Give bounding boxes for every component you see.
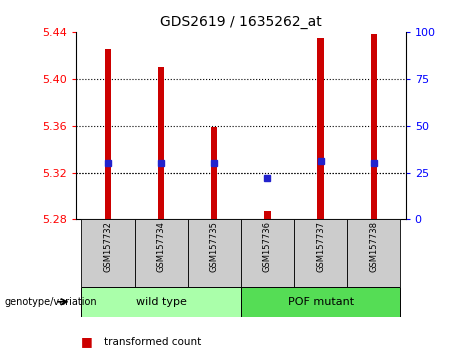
Bar xyxy=(158,67,164,219)
Bar xyxy=(135,219,188,287)
Bar xyxy=(371,34,377,219)
Bar xyxy=(241,287,400,317)
Text: GSM157738: GSM157738 xyxy=(369,222,378,273)
Text: wild type: wild type xyxy=(136,297,187,307)
Text: ■: ■ xyxy=(81,335,92,348)
Text: GSM157734: GSM157734 xyxy=(157,222,165,272)
Text: genotype/variation: genotype/variation xyxy=(5,297,97,307)
Text: transformed count: transformed count xyxy=(104,337,201,347)
Title: GDS2619 / 1635262_at: GDS2619 / 1635262_at xyxy=(160,16,322,29)
Bar xyxy=(211,127,218,219)
Bar xyxy=(347,219,400,287)
Bar xyxy=(82,219,135,287)
Text: GSM157732: GSM157732 xyxy=(103,222,112,272)
Bar xyxy=(188,219,241,287)
Bar xyxy=(264,211,271,219)
Text: GSM157735: GSM157735 xyxy=(210,222,219,272)
Bar xyxy=(318,38,324,219)
Bar xyxy=(294,219,347,287)
Bar xyxy=(105,50,111,219)
Text: GSM157737: GSM157737 xyxy=(316,222,325,273)
Bar xyxy=(241,219,294,287)
Bar xyxy=(82,287,241,317)
Text: POF mutant: POF mutant xyxy=(288,297,354,307)
Text: GSM157736: GSM157736 xyxy=(263,222,272,273)
